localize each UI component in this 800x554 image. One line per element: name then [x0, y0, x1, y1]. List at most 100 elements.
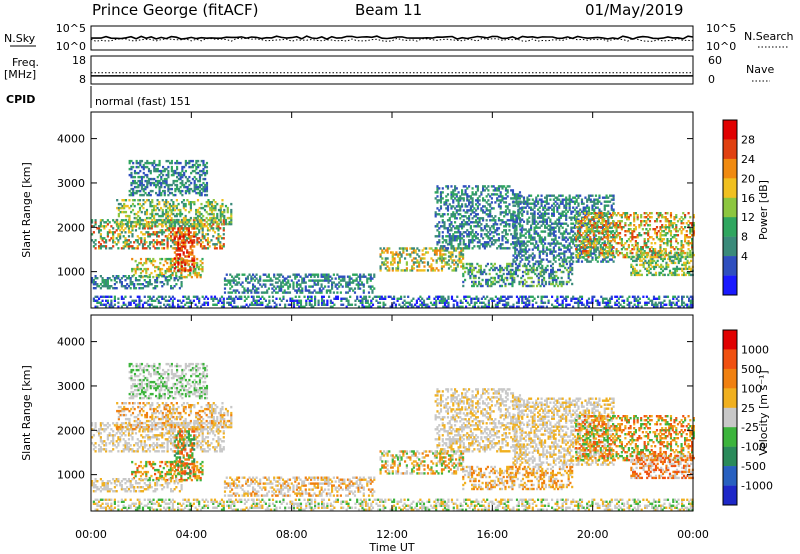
power-cell: [197, 187, 200, 191]
power-cell: [680, 240, 683, 243]
power-cell: [533, 200, 536, 203]
power-cell: [566, 244, 569, 247]
power-cell: [202, 163, 205, 167]
power-cell: [179, 249, 182, 252]
power-cell: [130, 159, 133, 163]
power-cell: [647, 218, 650, 221]
power-cell: [186, 259, 189, 262]
power-cell: [529, 276, 532, 280]
power-cell: [609, 222, 612, 225]
power-cell: [175, 277, 178, 280]
power-cell: [238, 281, 241, 284]
power-cell: [352, 279, 355, 282]
power-cell: [529, 268, 532, 272]
power-cell: [517, 208, 520, 211]
power-cell: [205, 224, 208, 228]
power-cell: [206, 233, 210, 236]
power-cell: [583, 216, 587, 219]
power-cell: [294, 289, 297, 292]
power-cell: [599, 238, 602, 241]
power-cell: [409, 253, 412, 256]
power-cell: [468, 223, 471, 226]
power-cell: [177, 187, 180, 191]
power-cell: [138, 261, 141, 265]
power-cell: [575, 206, 578, 209]
power-cell: [531, 236, 534, 239]
power-cell: [164, 235, 167, 238]
power-cell: [531, 202, 534, 205]
power-cell: [196, 237, 199, 240]
power-cell: [458, 253, 461, 256]
power-cell: [469, 225, 472, 228]
power-cell: [676, 230, 680, 233]
power-cell: [601, 230, 604, 233]
power-cell: [91, 225, 94, 228]
power-cell: [167, 171, 170, 175]
power-cell: [509, 270, 512, 274]
power-cell: [124, 239, 127, 242]
power-cell: [188, 218, 191, 222]
power-cell: [687, 236, 690, 239]
power-cell: [185, 229, 188, 232]
power-cell: [348, 281, 351, 284]
power-cell: [366, 277, 369, 280]
power-cell: [202, 189, 205, 193]
power-cell: [573, 214, 577, 217]
power-cell: [645, 228, 648, 231]
power-cell: [466, 247, 469, 250]
power-cell: [143, 285, 146, 288]
power-cell: [117, 222, 120, 226]
power-cell: [512, 204, 515, 207]
power-cell: [575, 200, 578, 203]
power-cell: [322, 275, 325, 278]
power-cell: [281, 275, 285, 278]
power-cell: [148, 259, 151, 263]
power-cell: [456, 265, 459, 268]
power-cell: [343, 275, 346, 278]
power-cell: [171, 221, 174, 224]
power-cell: [494, 223, 497, 226]
power-cell: [170, 204, 173, 208]
power-cell: [430, 269, 433, 272]
power-cell: [180, 273, 183, 277]
power-cell: [175, 221, 178, 224]
power-cell: [644, 259, 647, 263]
power-cell: [205, 233, 208, 236]
power-cell: [513, 229, 516, 232]
power-cell: [166, 261, 169, 265]
power-cell: [524, 236, 527, 239]
power-cell: [152, 239, 155, 242]
power-cell: [533, 220, 536, 223]
power-cell: [154, 220, 157, 224]
power-cell: [105, 239, 108, 242]
power-cell: [537, 278, 540, 282]
power-cell: [659, 240, 662, 243]
power-cell: [194, 219, 197, 222]
power-cell: [615, 248, 618, 251]
power-cell: [186, 220, 189, 224]
power-cell: [570, 254, 573, 257]
power-cell: [506, 213, 509, 216]
power-cell: [441, 197, 444, 200]
power-cell: [528, 202, 531, 205]
power-cell: [452, 201, 455, 204]
power-cell: [542, 258, 545, 261]
power-cell: [419, 259, 422, 262]
power-cell: [200, 212, 203, 216]
power-cell: [521, 218, 524, 221]
power-cell: [196, 263, 199, 267]
power-cell: [511, 237, 515, 240]
power-cell: [140, 239, 143, 242]
power-cell: [122, 223, 125, 226]
power-cell: [384, 267, 387, 270]
power-cell: [506, 272, 509, 276]
power-cell: [613, 236, 616, 239]
power-cell: [386, 265, 389, 268]
power-cell: [206, 223, 210, 226]
power-cell: [554, 230, 557, 233]
power-cell: [187, 255, 190, 258]
power-cell: [206, 229, 210, 232]
power-cell: [520, 276, 523, 280]
power-cell: [525, 264, 528, 268]
power-cell: [593, 220, 596, 223]
